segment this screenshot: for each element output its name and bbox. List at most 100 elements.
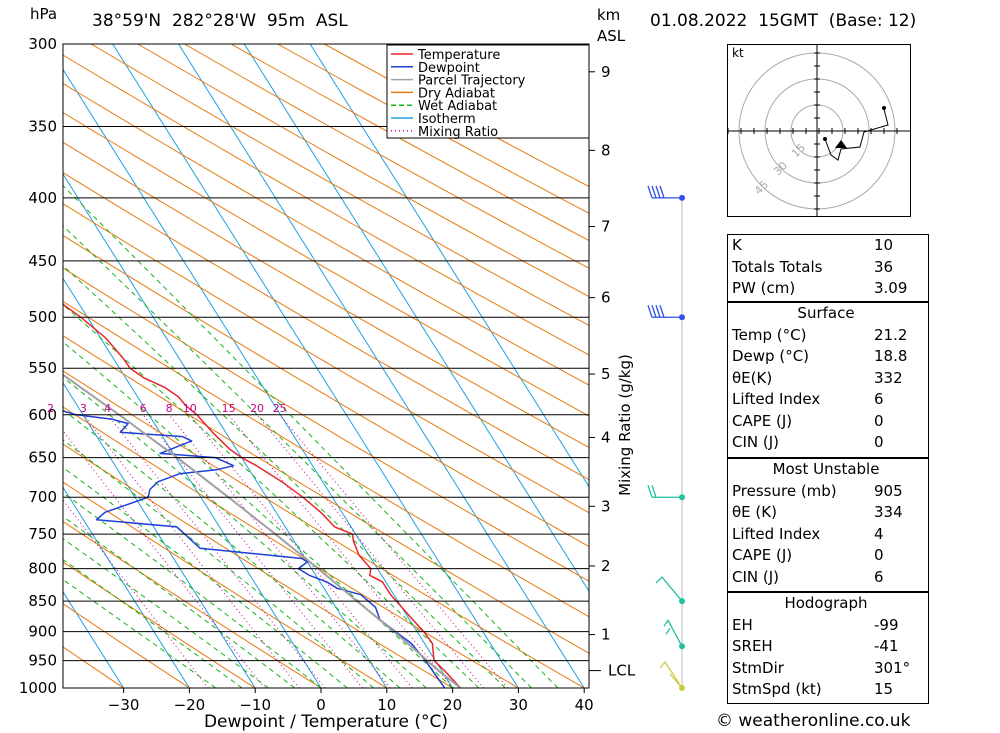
mixing-ratio-label: 1 — [0, 402, 1, 415]
dry-adiabat-line — [63, 335, 589, 654]
dry-adiabat-line — [63, 481, 388, 688]
hodograph-plot: 15 30 45 — [728, 45, 910, 216]
dry-adiabat-line — [63, 406, 519, 688]
indices-hodograph-table: Hodograph EH -99 SREH -41 StmDir 301° StmSp… — [728, 593, 924, 701]
mixing-ratio-label: 25 — [273, 402, 287, 415]
pressure-tick-label: 500 — [28, 308, 57, 326]
header-datetime: 01.08.2022 15GMT (Base: 12) — [650, 11, 917, 31]
dry-adiabat-line — [230, 44, 589, 242]
dewpoint-line — [63, 410, 446, 688]
x-tick-label: 10 — [377, 696, 396, 714]
mixing-ratio-label: 10 — [183, 402, 197, 415]
most-unstable-title: Most Unstable — [772, 460, 880, 478]
wind-barb — [647, 305, 682, 318]
mixing-ratio-axis-label: Mixing Ratio (g/kg) — [616, 354, 634, 496]
isotherm-line — [112, 44, 519, 688]
wet-adiabat-line — [63, 184, 559, 688]
x-tick-label: 0 — [316, 696, 326, 714]
x-tick-label: −10 — [239, 696, 271, 714]
pressure-tick-label: 600 — [28, 406, 57, 424]
legend-item-label: Wet Adiabat — [418, 99, 497, 114]
km-tick-label: 5 — [601, 365, 611, 383]
wet-adiabat-line — [63, 492, 322, 688]
pressure-tick-label: 400 — [28, 189, 57, 207]
pressure-tick-label: 800 — [28, 560, 57, 578]
dry-adiabat-line — [63, 82, 589, 386]
indices-most-unstable: Most Unstable Pressure (mb) 905 θE (K) 334… — [727, 458, 929, 592]
index-row: CIN (J) 6 — [732, 567, 884, 586]
isotherm-line — [243, 44, 589, 593]
pressure-tick-label: 300 — [28, 35, 57, 53]
legend-item-label: Isotherm — [418, 112, 476, 127]
dry-adiabat-line — [63, 54, 589, 356]
index-row: θE (K) 334 — [732, 503, 903, 521]
index-row: Temp (°C) 21.2 — [732, 325, 908, 344]
mixing-ratio-line — [279, 414, 509, 688]
index-row: EH -99 — [732, 615, 899, 634]
wet-adiabat-line — [63, 439, 374, 688]
legend-item-label: Parcel Trajectory — [418, 74, 526, 89]
index-row: StmSpd (kt) 15 — [732, 680, 894, 698]
km-tick-label: 6 — [601, 289, 611, 307]
wet-adiabat-line — [63, 515, 296, 688]
wind-barb — [659, 660, 683, 689]
indices-general-table: K 10 Totals Totals 36 PW (cm) 3.09 — [728, 235, 924, 300]
index-row: CIN (J) 0 — [732, 433, 884, 451]
isotherm-line — [63, 68, 454, 688]
km-tick-label: 3 — [601, 497, 611, 515]
index-row: PW (cm) 3.09 — [732, 279, 908, 297]
dry-adiabat-line — [63, 111, 589, 417]
legend-item-label: Temperature — [417, 48, 500, 63]
km-tick-label: 4 — [601, 428, 611, 446]
km-tick-label: 8 — [601, 141, 611, 159]
legend-item-label: Dewpoint — [418, 61, 480, 76]
mixing-ratio-line — [228, 414, 454, 688]
index-row: StmDir 301° — [732, 658, 911, 677]
isotherm-line — [309, 44, 589, 488]
x-tick-label: −20 — [174, 696, 206, 714]
dry-adiabat-line — [63, 561, 256, 688]
index-row: Dewp (°C) 18.8 — [732, 347, 908, 365]
index-row: K 10 — [732, 236, 894, 254]
credit-link[interactable]: © weatheronline.co.uk — [716, 711, 911, 731]
hodo-ring-label-15: 15 — [789, 141, 808, 160]
indices-surface: Surface Temp (°C) 21.2 Dewp (°C) 18.8 θE(K… — [727, 302, 929, 458]
isotherm-line — [63, 277, 322, 688]
index-row: SREH -41 — [732, 637, 899, 655]
wet-adiabat-line — [63, 376, 427, 688]
index-row: CAPE (J) 0 — [732, 411, 884, 430]
unit-asl: ASL — [597, 27, 626, 45]
pressure-tick-label: 850 — [28, 592, 57, 610]
dry-adiabat-line — [63, 267, 589, 582]
hodo-ring-label-45: 45 — [752, 178, 771, 197]
pressure-tick-label: 900 — [28, 623, 57, 641]
isotherm-line — [63, 590, 125, 688]
index-row: Lifted Index 6 — [732, 390, 884, 408]
mixing-ratio-line — [256, 414, 485, 688]
mixing-ratio-label: 20 — [250, 402, 264, 415]
isotherm-line — [178, 44, 585, 688]
pressure-tick-label: 750 — [28, 525, 57, 543]
hodograph-start-dot — [823, 137, 827, 141]
hodo-ring-label-30: 30 — [771, 159, 790, 178]
temperature-line — [63, 303, 462, 688]
dry-adiabat-line — [63, 370, 585, 688]
index-row: Lifted Index 4 — [732, 524, 884, 543]
indices-general: K 10 Totals Totals 36 PW (cm) 3.09 — [727, 234, 929, 302]
x-tick-label: 20 — [443, 696, 462, 714]
indices-most-unstable-table: Most Unstable Pressure (mb) 905 θE (K) 334… — [728, 459, 924, 588]
hodograph-title: Hodograph — [784, 594, 868, 612]
mixing-ratio-label: 6 — [140, 402, 147, 415]
wind-barb — [663, 619, 683, 647]
legend-box — [386, 44, 590, 139]
x-tick-label: −30 — [108, 696, 140, 714]
wet-adiabat-line — [63, 265, 506, 688]
wind-barb — [647, 485, 682, 498]
isotherm-line — [63, 381, 256, 688]
plot-frame — [62, 43, 590, 689]
pressure-tick-label: 650 — [28, 449, 57, 467]
x-tick-label: 30 — [509, 696, 528, 714]
index-row: Totals Totals 36 — [732, 257, 894, 276]
index-row: Pressure (mb) 905 — [732, 481, 903, 500]
